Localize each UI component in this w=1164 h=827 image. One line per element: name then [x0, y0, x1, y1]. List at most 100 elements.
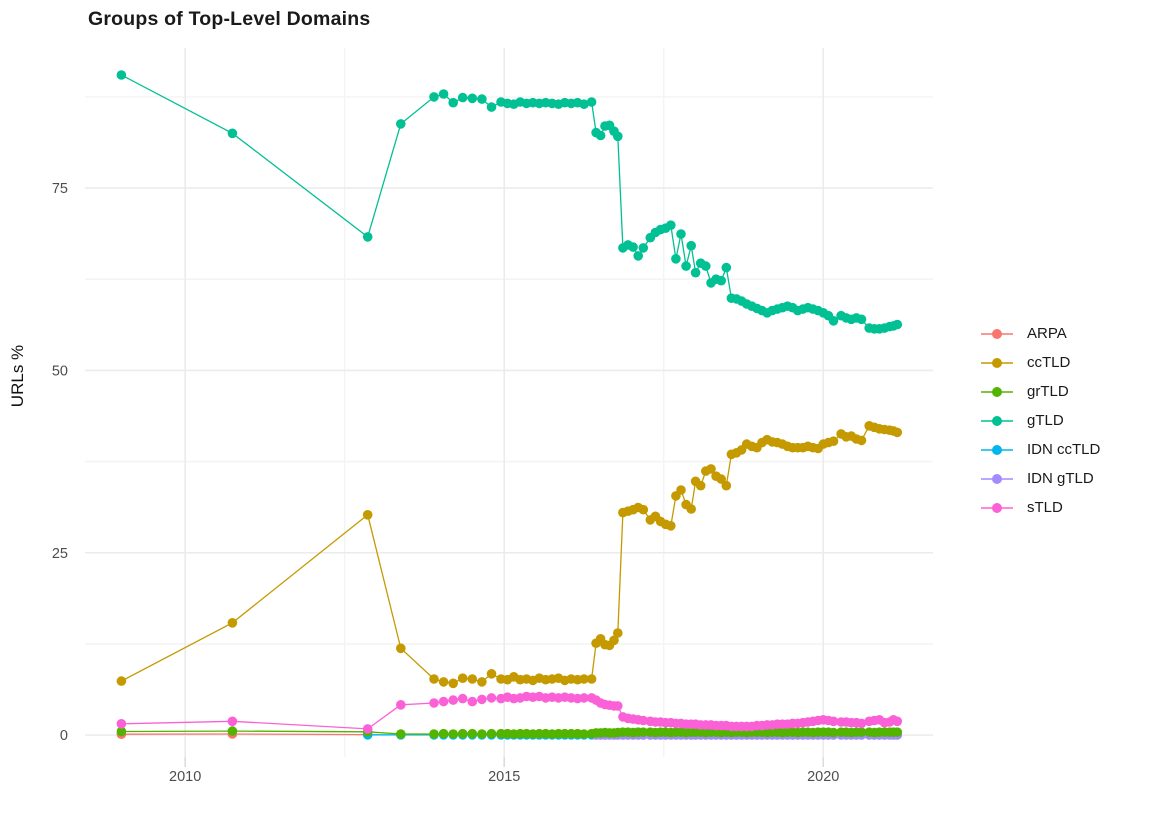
series-ccTLD [116, 421, 903, 689]
data-point [477, 694, 487, 705]
legend-item-IDN-ccTLD: IDN ccTLD [980, 435, 1100, 464]
series-line-gTLD [121, 74, 898, 330]
legend-key-icon [981, 502, 1013, 513]
legend-key-icon [981, 328, 1013, 339]
data-point [828, 436, 839, 447]
data-point [429, 92, 439, 102]
data-point [676, 229, 686, 239]
data-point [638, 504, 649, 515]
data-point [579, 674, 589, 684]
data-point [666, 220, 676, 230]
data-point [638, 727, 649, 737]
data-point [892, 319, 903, 330]
data-point [579, 693, 589, 703]
data-point [486, 693, 497, 703]
data-point [486, 728, 497, 739]
data-point [438, 677, 449, 687]
legend-item-sTLD: sTLD [980, 493, 1100, 522]
legend-item-IDN-gTLD: IDN gTLD [980, 464, 1100, 493]
legend-item-ARPA: ARPA [980, 319, 1100, 348]
data-point [613, 131, 623, 142]
data-point [477, 94, 487, 104]
data-point [671, 253, 681, 264]
data-point [457, 693, 468, 704]
legend-item-gTLD: gTLD [980, 406, 1100, 435]
data-point [638, 715, 649, 726]
y-tick-label: 50 [52, 363, 68, 379]
data-point [856, 435, 867, 446]
data-point [690, 267, 701, 278]
data-point [828, 727, 839, 738]
x-axis-labels: 2010 2015 2020 [169, 769, 839, 785]
legend-key-icon [981, 386, 1013, 397]
data-point [467, 93, 478, 104]
data-point [396, 729, 406, 739]
data-point [721, 262, 732, 273]
legend-label: IDN gTLD [1027, 470, 1094, 487]
data-point [362, 232, 373, 242]
data-point [686, 504, 696, 514]
legend-key-icon [981, 444, 1013, 455]
data-point [457, 92, 468, 103]
data-point [477, 677, 487, 687]
data-point [457, 673, 468, 683]
data-point [706, 464, 716, 474]
data-point [486, 669, 497, 679]
data-point [116, 676, 127, 686]
series-gTLD [116, 70, 903, 334]
data-point [116, 719, 127, 729]
legend-key-icon [981, 415, 1013, 426]
data-point [695, 480, 706, 491]
data-point [613, 628, 623, 638]
chart-title: Groups of Top-Level Domains [88, 8, 371, 30]
data-point [396, 119, 406, 129]
data-point [856, 727, 867, 737]
data-point [633, 251, 643, 261]
data-point [595, 130, 606, 141]
x-tick-label: 2020 [807, 769, 839, 785]
legend-label: grTLD [1027, 383, 1069, 400]
data-point [892, 716, 903, 727]
data-point [429, 674, 439, 684]
y-tick-label: 25 [52, 546, 68, 562]
data-point [448, 695, 459, 705]
gridlines-minor [85, 48, 933, 757]
data-point [396, 643, 406, 654]
data-point [716, 474, 726, 484]
data-point [227, 128, 238, 139]
data-point [892, 427, 903, 438]
x-axis-ticks [184, 757, 825, 767]
data-point [666, 521, 676, 531]
data-point [828, 316, 839, 326]
data-point [429, 698, 439, 708]
data-point [116, 726, 127, 737]
data-point [579, 729, 589, 739]
data-point [721, 480, 732, 491]
y-tick-label: 0 [60, 728, 68, 744]
data-point [467, 696, 478, 707]
data-point [676, 485, 686, 495]
data-point [227, 716, 238, 727]
data-point [638, 243, 649, 253]
data-point [477, 729, 487, 739]
data-point [429, 729, 439, 739]
data-point [892, 727, 903, 737]
legend-key-icon [981, 357, 1013, 368]
x-tick-label: 2015 [488, 769, 520, 785]
data-point [457, 728, 468, 739]
legend-key-icon [981, 473, 1013, 484]
legend-item-grTLD: grTLD [980, 377, 1100, 406]
data-point [628, 242, 638, 252]
data-point [609, 635, 619, 646]
data-point [716, 275, 726, 286]
data-point [438, 728, 449, 739]
data-point [362, 510, 373, 520]
y-tick-label: 75 [52, 181, 68, 197]
data-point [586, 97, 597, 107]
data-point [438, 696, 449, 707]
legend-label: ARPA [1027, 325, 1067, 342]
data-point [856, 314, 867, 325]
series-sTLD [116, 691, 903, 734]
